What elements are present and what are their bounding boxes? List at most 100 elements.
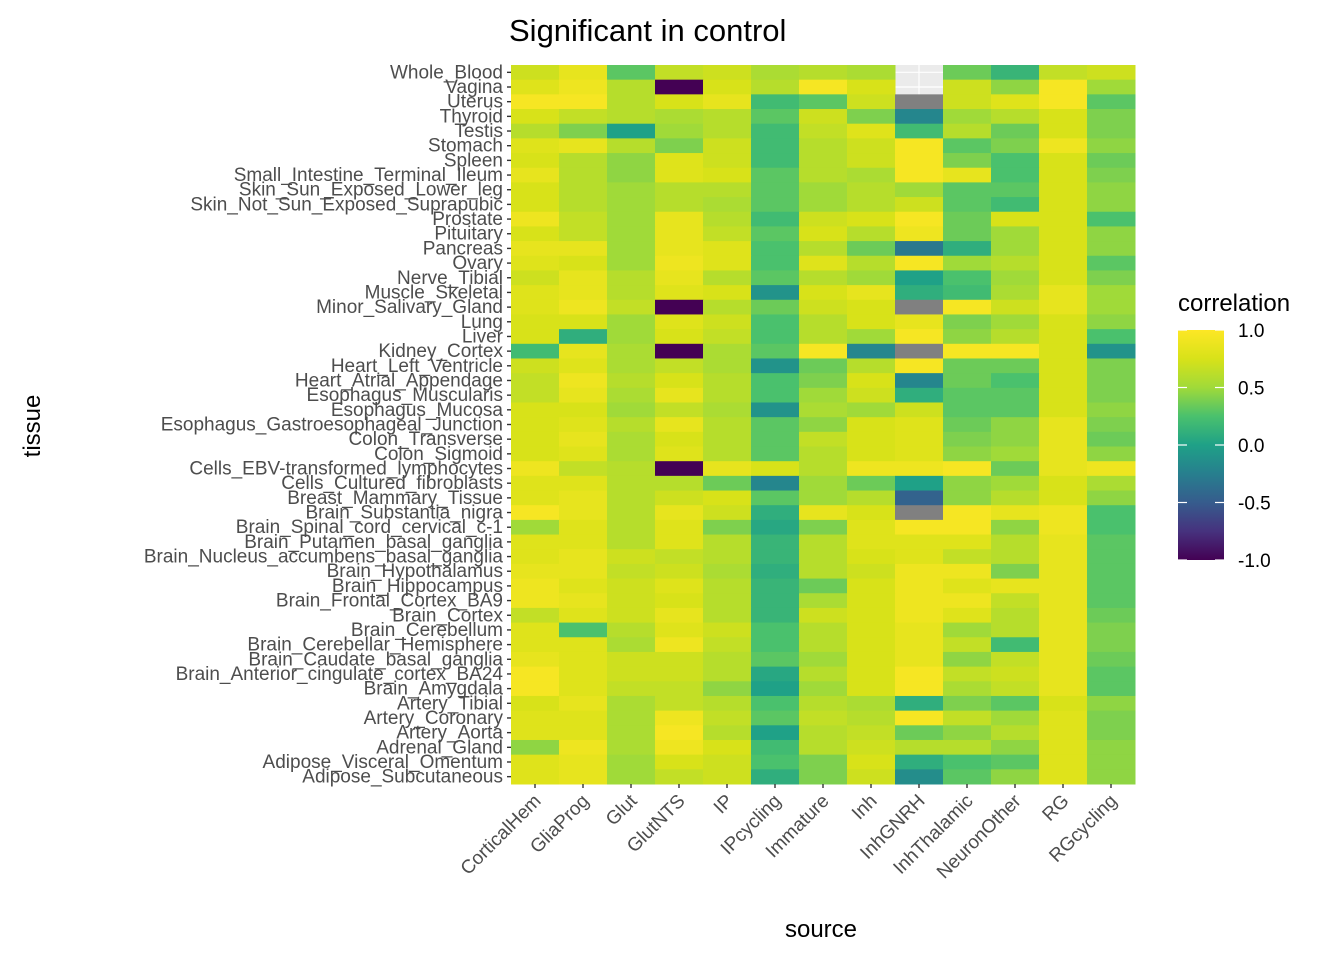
heatmap-cell bbox=[991, 123, 1040, 139]
heatmap-cell bbox=[1039, 593, 1088, 609]
heatmap-cell bbox=[703, 153, 752, 169]
heatmap-cell bbox=[895, 211, 944, 227]
heatmap-cell bbox=[991, 549, 1040, 565]
heatmap-cell bbox=[847, 739, 896, 756]
heatmap-cell bbox=[847, 651, 896, 668]
heatmap-cell bbox=[895, 109, 944, 125]
heatmap-cell bbox=[559, 94, 608, 110]
heatmap-cell bbox=[655, 387, 704, 403]
heatmap-cell bbox=[991, 607, 1040, 624]
heatmap-cell bbox=[847, 754, 896, 770]
heatmap-cell bbox=[559, 226, 608, 242]
heatmap-cell bbox=[1087, 505, 1136, 521]
heatmap-cell bbox=[751, 578, 800, 594]
heatmap-cell bbox=[895, 769, 944, 785]
heatmap-cell bbox=[607, 607, 656, 624]
heatmap-cell bbox=[847, 241, 896, 257]
heatmap-cell bbox=[799, 123, 848, 139]
y-tick-label: Spleen bbox=[444, 150, 503, 171]
heatmap-cell bbox=[943, 461, 992, 477]
heatmap-cell bbox=[847, 666, 896, 682]
heatmap-cell bbox=[799, 622, 848, 638]
heatmap-cell bbox=[511, 622, 560, 638]
heatmap-cell bbox=[559, 387, 608, 403]
heatmap-cell bbox=[799, 431, 848, 448]
heatmap-cell bbox=[943, 754, 992, 770]
heatmap-cell bbox=[1039, 681, 1088, 697]
heatmap-cell bbox=[511, 651, 560, 668]
heatmap-cell bbox=[1039, 167, 1088, 183]
heatmap-cell bbox=[991, 725, 1040, 741]
x-tick-label: IP bbox=[710, 791, 738, 819]
heatmap-cell bbox=[751, 710, 800, 726]
heatmap-cell bbox=[1039, 519, 1088, 536]
heatmap-cell bbox=[895, 373, 944, 389]
y-tick-label: Brain_Cerebellum bbox=[351, 620, 503, 641]
heatmap-cell bbox=[559, 754, 608, 770]
heatmap-cell bbox=[991, 343, 1040, 359]
heatmap-cell bbox=[607, 299, 656, 315]
heatmap-cell bbox=[991, 754, 1040, 770]
y-tick-label: Muscle_Skeletal bbox=[365, 282, 503, 303]
heatmap-cell bbox=[559, 607, 608, 624]
y-tick-label: Nerve_Tibial bbox=[397, 268, 503, 289]
heatmap-cell bbox=[751, 607, 800, 624]
heatmap-cell bbox=[1087, 94, 1136, 110]
heatmap-cell bbox=[511, 505, 560, 521]
heatmap-cell bbox=[991, 563, 1040, 580]
heatmap-cell bbox=[1087, 666, 1136, 682]
heatmap-cell bbox=[559, 563, 608, 580]
heatmap-cell bbox=[799, 549, 848, 565]
heatmap-cell bbox=[511, 241, 560, 257]
heatmap-cell bbox=[655, 255, 704, 271]
heatmap-cell bbox=[1039, 622, 1088, 638]
heatmap-cell bbox=[751, 241, 800, 257]
heatmap-cell bbox=[943, 475, 992, 492]
heatmap-cell bbox=[607, 343, 656, 359]
heatmap-cell bbox=[895, 167, 944, 183]
heatmap-cell bbox=[991, 358, 1040, 374]
heatmap-cell bbox=[991, 109, 1040, 125]
heatmap-cell bbox=[1039, 666, 1088, 682]
heatmap-cell bbox=[1039, 285, 1088, 301]
heatmap-cell bbox=[943, 622, 992, 638]
heatmap-cell bbox=[559, 461, 608, 477]
heatmap-cell bbox=[943, 417, 992, 433]
heatmap-cell bbox=[847, 343, 896, 359]
heatmap-cell bbox=[895, 739, 944, 756]
y-tick-label: Heart_Atrial_Appendage bbox=[295, 370, 503, 391]
heatmap-cell bbox=[1039, 270, 1088, 286]
heatmap-cell bbox=[943, 549, 992, 565]
heatmap-cell bbox=[943, 138, 992, 154]
heatmap-cell bbox=[511, 373, 560, 389]
heatmap-cell bbox=[847, 138, 896, 154]
heatmap-cell bbox=[1087, 695, 1136, 712]
heatmap-cell bbox=[655, 431, 704, 448]
heatmap-cell bbox=[991, 402, 1040, 418]
heatmap-cell bbox=[511, 461, 560, 477]
heatmap-cell bbox=[607, 475, 656, 492]
heatmap-cell bbox=[1087, 109, 1136, 125]
heatmap-cell bbox=[799, 94, 848, 110]
heatmap-cell bbox=[1087, 226, 1136, 242]
heatmap-cell bbox=[607, 123, 656, 139]
heatmap-cell bbox=[943, 329, 992, 345]
y-axis-title: tissue bbox=[19, 395, 46, 458]
heatmap-cell bbox=[799, 241, 848, 257]
heatmap-cell bbox=[847, 153, 896, 169]
y-tick-label: Cells_EBV-transformed_lymphocytes bbox=[189, 459, 503, 480]
heatmap-cell bbox=[703, 637, 752, 653]
heatmap-cell bbox=[703, 431, 752, 448]
heatmap-cell bbox=[1039, 358, 1088, 374]
heatmap-cell bbox=[1087, 138, 1136, 154]
heatmap-cell bbox=[1087, 314, 1136, 330]
heatmap-cell bbox=[511, 607, 560, 624]
heatmap-cell bbox=[751, 739, 800, 756]
heatmap-cell bbox=[559, 769, 608, 785]
heatmap-cell bbox=[799, 109, 848, 125]
heatmap-cell bbox=[991, 182, 1040, 198]
heatmap-cell bbox=[799, 299, 848, 315]
heatmap-cell bbox=[1087, 475, 1136, 492]
heatmap-cell bbox=[751, 431, 800, 448]
heatmap-cell bbox=[1087, 373, 1136, 389]
